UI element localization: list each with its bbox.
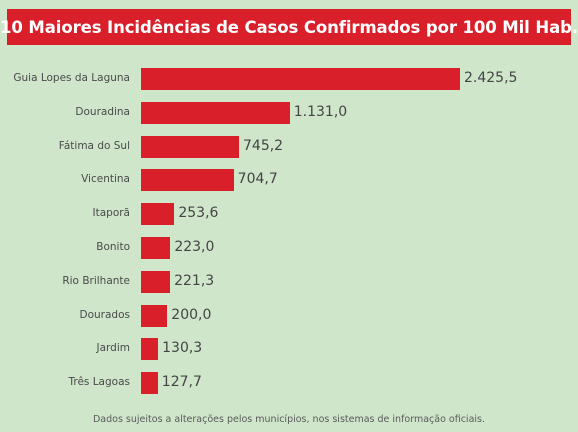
- bar: [141, 203, 175, 226]
- value-label: 221,3: [174, 272, 215, 289]
- title-banner: 10 Maiores Incidências de Casos Confirma…: [0, 9, 578, 45]
- chart-title: 10 Maiores Incidências de Casos Confirma…: [0, 17, 578, 37]
- value-label: 745,2: [243, 137, 284, 154]
- category-label: Rio Brilhante: [62, 274, 130, 287]
- bar: [141, 101, 290, 124]
- category-label: Três Lagoas: [68, 376, 130, 389]
- bar: [141, 68, 460, 90]
- category-label: Vicentina: [81, 173, 130, 186]
- value-label: 1.131,0: [293, 103, 348, 120]
- value-label: 2.425,5: [464, 70, 518, 86]
- bar: [141, 372, 158, 395]
- category-label: Douradina: [75, 105, 130, 118]
- category-label: Jardim: [96, 342, 130, 355]
- bar: [141, 169, 234, 192]
- bar: [141, 135, 239, 158]
- category-label: Bonito: [96, 241, 130, 253]
- bar: [141, 237, 171, 259]
- value-label: 130,3: [162, 340, 203, 357]
- category-label: Guia Lopes da Laguna: [13, 72, 130, 84]
- bar: [141, 304, 168, 327]
- value-label: 127,7: [161, 374, 202, 391]
- footnote: Dados sujeitos a alterações pelos municí…: [92, 414, 485, 425]
- bar: [141, 270, 171, 293]
- value-label: 253,6: [178, 205, 219, 222]
- value-label: 704,7: [237, 171, 278, 188]
- bar: [141, 338, 159, 361]
- value-label: 200,0: [171, 306, 212, 323]
- value-label: 223,0: [174, 239, 215, 255]
- category-label: Fátima do Sul: [58, 139, 130, 152]
- category-label: Itaporã: [92, 207, 131, 220]
- category-label: Dourados: [79, 308, 130, 321]
